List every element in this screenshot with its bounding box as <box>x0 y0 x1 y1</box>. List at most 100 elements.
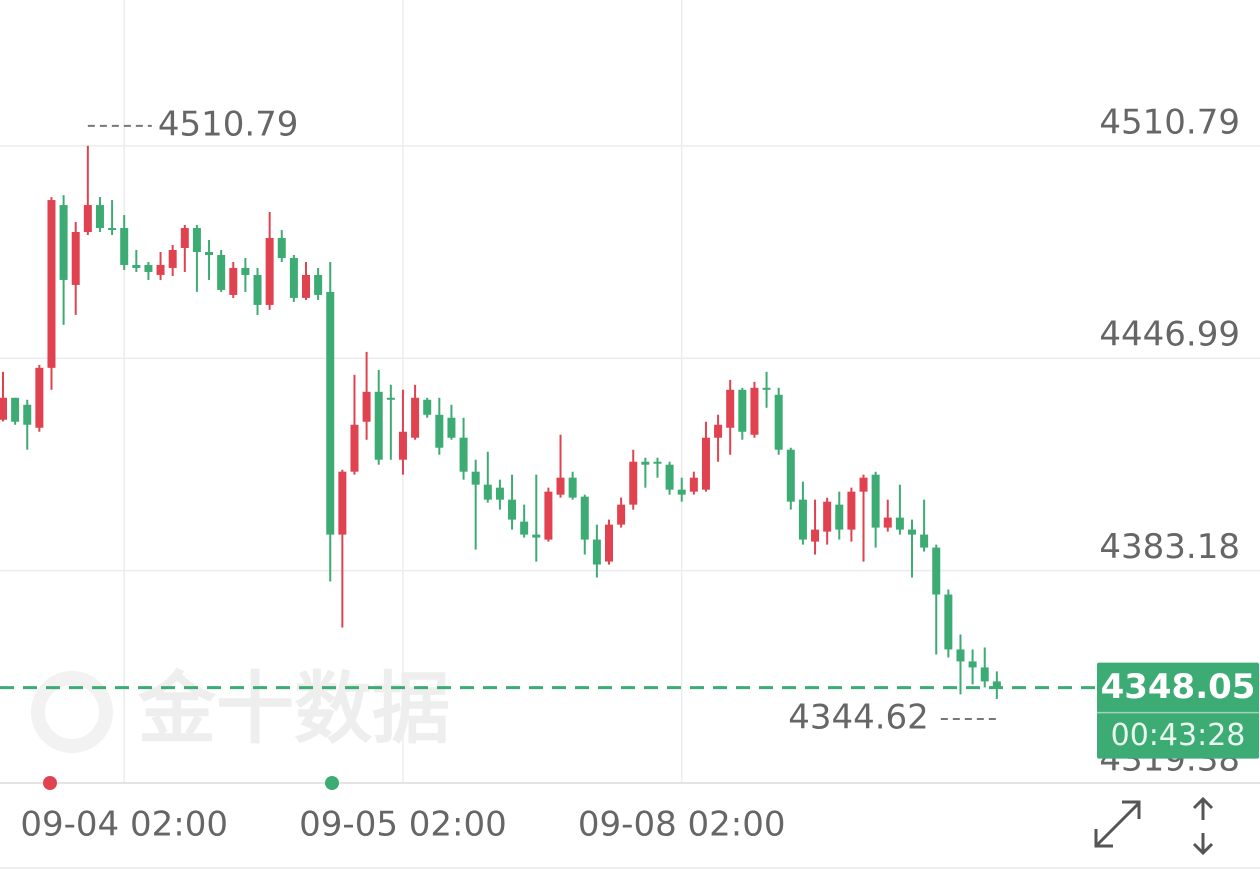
candle-body <box>435 414 444 448</box>
candle-body <box>665 464 674 490</box>
candle-body <box>726 389 735 428</box>
candle-body <box>617 504 626 525</box>
candle-body <box>326 291 335 535</box>
candle-body <box>653 461 662 464</box>
candle-body <box>895 517 904 530</box>
candle-body <box>95 205 104 229</box>
candle-body <box>944 594 953 650</box>
candle-body <box>762 387 771 390</box>
candle-body <box>532 534 541 538</box>
candle-body <box>641 461 650 465</box>
candle-body <box>59 205 68 280</box>
candle-body <box>859 477 868 492</box>
candle-body <box>495 487 504 500</box>
candle-body <box>471 471 480 485</box>
candle-body <box>289 257 298 298</box>
last-price-label: 4348.05 <box>1101 667 1256 707</box>
min-marker-label: 4344.62 <box>788 697 929 737</box>
candle-body <box>120 228 129 265</box>
candle-body <box>447 417 456 438</box>
candle-body <box>217 254 226 290</box>
candle-body <box>350 424 359 472</box>
candle-body <box>180 228 189 248</box>
candle-body <box>314 274 323 295</box>
scale-icon[interactable] <box>1192 796 1214 856</box>
candle-body <box>714 424 723 438</box>
watermark-logo <box>31 671 113 753</box>
watermark: 金十数据 <box>137 664 450 754</box>
candle-body <box>362 391 371 422</box>
candle-body <box>144 264 153 272</box>
marker-dot <box>325 776 339 790</box>
candle-body <box>302 274 310 298</box>
candle-body <box>265 238 274 305</box>
candle-body <box>277 238 286 258</box>
candle-body <box>520 521 529 535</box>
candle-body <box>774 394 783 450</box>
candle-body <box>629 461 638 505</box>
candle-body <box>920 534 929 548</box>
candle-body <box>71 232 80 285</box>
candle-body <box>374 391 383 460</box>
candle-body <box>677 489 686 495</box>
x-tick-label: 09-08 02:00 <box>578 805 786 845</box>
candle-body <box>544 491 553 540</box>
y-tick-label: 4510.79 <box>1099 102 1240 142</box>
candle-body <box>883 517 892 528</box>
candle-body <box>811 529 820 542</box>
candle-body <box>132 264 141 268</box>
candle-body <box>701 437 710 490</box>
countdown-label: 00:43:28 <box>1111 718 1246 753</box>
candle-body <box>835 504 844 530</box>
candle-body <box>0 397 7 420</box>
candle-body <box>386 397 395 400</box>
candle-body <box>556 477 565 495</box>
candle-body <box>11 397 20 422</box>
candle-body <box>605 524 613 562</box>
candle-body <box>23 404 32 425</box>
candle-body <box>689 477 698 492</box>
candle-body <box>156 264 165 275</box>
max-marker-label: 4510.79 <box>158 104 299 144</box>
candle-body <box>47 200 56 368</box>
candle-body <box>738 389 747 432</box>
candle-body <box>568 477 577 498</box>
candle-body <box>932 547 941 595</box>
candle-body <box>908 529 916 535</box>
candle-body <box>192 228 201 252</box>
marker-dot <box>43 776 57 790</box>
candle-body <box>168 249 177 268</box>
expand-icon[interactable] <box>1094 800 1141 848</box>
y-tick-label: 4383.18 <box>1099 527 1240 567</box>
candle-body <box>205 251 214 255</box>
candle-body <box>798 499 807 540</box>
candle-body <box>956 649 965 662</box>
candle-body <box>108 228 117 231</box>
candle-body <box>968 661 977 668</box>
x-tick-label: 09-05 02:00 <box>299 805 507 845</box>
candle-body <box>750 387 759 435</box>
candle-body <box>338 471 347 535</box>
candle-body <box>580 496 589 540</box>
candle-body <box>423 399 432 415</box>
candle-body <box>992 681 1001 688</box>
candle-body <box>459 437 468 472</box>
candle-body <box>83 205 92 233</box>
candle-body <box>411 397 420 438</box>
candle-body <box>592 539 601 565</box>
candle-body <box>35 367 44 428</box>
candle-body <box>229 267 238 295</box>
x-tick-label: 09-04 02:00 <box>20 805 228 845</box>
candle-body <box>508 499 517 520</box>
candle-body <box>241 267 250 275</box>
candle-body <box>847 491 856 530</box>
candle-body <box>253 274 262 305</box>
candle-body <box>786 449 795 502</box>
price-badge <box>1097 662 1259 759</box>
y-tick-label: 4446.99 <box>1099 315 1240 355</box>
candle-body <box>871 474 880 528</box>
candle-body <box>483 484 492 500</box>
candle-body <box>398 431 407 460</box>
candle-body <box>823 501 832 532</box>
